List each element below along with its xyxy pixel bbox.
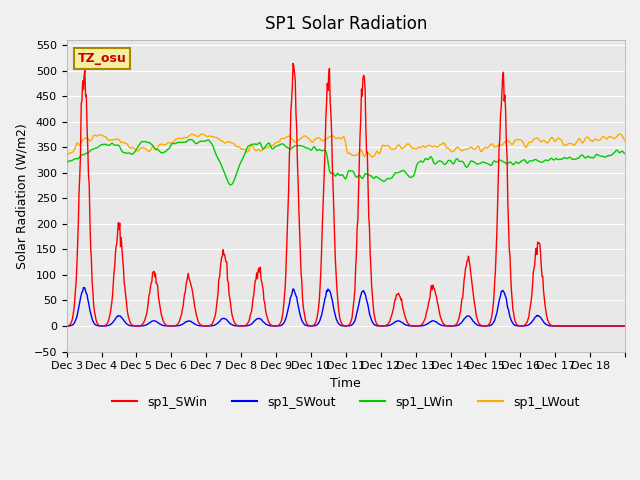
sp1_LWin — [405, 173, 413, 179]
sp1_SWout — [621, 323, 629, 329]
sp1_SWout — [63, 323, 70, 329]
sp1_LWout — [404, 141, 412, 146]
sp1_LWin — [621, 151, 629, 156]
sp1_LWin — [129, 151, 136, 157]
sp1_SWin — [404, 321, 412, 326]
sp1_LWout — [129, 144, 136, 150]
sp1_SWout — [552, 323, 560, 329]
sp1_SWout — [404, 323, 412, 328]
sp1_SWin — [259, 283, 266, 289]
sp1_SWout — [436, 321, 444, 327]
sp1_LWout — [621, 137, 629, 143]
sp1_SWout — [280, 319, 288, 325]
sp1_SWin — [129, 322, 136, 328]
X-axis label: Time: Time — [330, 377, 361, 390]
sp1_SWout — [129, 323, 137, 329]
sp1_LWin — [281, 143, 289, 149]
sp1_LWin — [63, 160, 70, 166]
sp1_LWout — [616, 131, 624, 137]
sp1_SWin — [231, 320, 239, 326]
Line: sp1_SWin: sp1_SWin — [67, 63, 625, 326]
sp1_LWin — [436, 158, 444, 164]
sp1_SWout — [80, 285, 88, 290]
sp1_SWout — [259, 319, 267, 324]
sp1_LWout — [369, 154, 376, 160]
Legend: sp1_SWin, sp1_SWout, sp1_LWin, sp1_LWout: sp1_SWin, sp1_SWout, sp1_LWin, sp1_LWout — [107, 391, 585, 414]
sp1_LWout — [231, 142, 239, 148]
Line: sp1_SWout: sp1_SWout — [67, 288, 625, 326]
sp1_SWin — [552, 323, 560, 329]
sp1_LWin — [186, 137, 193, 143]
sp1_SWin — [436, 309, 444, 315]
Line: sp1_LWout: sp1_LWout — [67, 134, 625, 157]
sp1_SWout — [232, 323, 239, 329]
sp1_LWin — [232, 171, 240, 177]
Line: sp1_LWin: sp1_LWin — [67, 140, 625, 185]
Text: TZ_osu: TZ_osu — [78, 52, 127, 65]
sp1_LWin — [260, 145, 268, 151]
sp1_SWin — [280, 303, 287, 309]
sp1_LWout — [280, 136, 287, 142]
Title: SP1 Solar Radiation: SP1 Solar Radiation — [264, 15, 427, 33]
sp1_LWout — [63, 152, 70, 157]
sp1_SWin — [63, 323, 70, 329]
sp1_SWin — [621, 323, 629, 329]
sp1_LWin — [227, 182, 234, 188]
sp1_LWout — [259, 147, 266, 153]
sp1_LWout — [436, 143, 444, 148]
Y-axis label: Solar Radiation (W/m2): Solar Radiation (W/m2) — [15, 123, 28, 269]
sp1_SWin — [289, 60, 297, 66]
